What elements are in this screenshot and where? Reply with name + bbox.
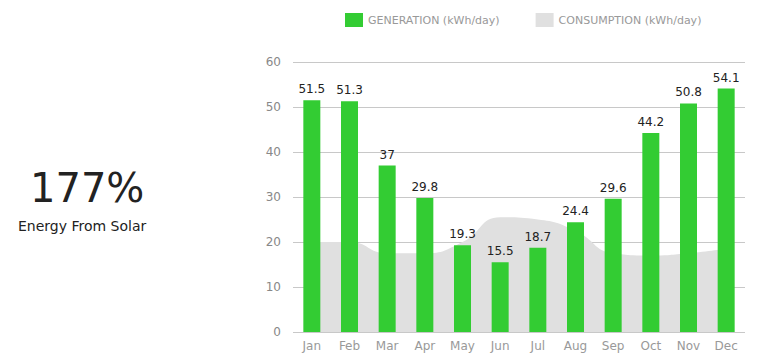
svg-text:Aug: Aug: [564, 339, 587, 353]
svg-text:10: 10: [266, 280, 281, 294]
svg-text:19.3: 19.3: [449, 227, 476, 241]
svg-text:Oct: Oct: [640, 339, 661, 353]
svg-text:50.8: 50.8: [675, 85, 702, 99]
svg-text:0: 0: [273, 325, 281, 339]
svg-text:37: 37: [380, 148, 395, 162]
svg-text:44.2: 44.2: [637, 115, 664, 129]
svg-text:24.4: 24.4: [562, 204, 589, 218]
svg-text:Apr: Apr: [414, 339, 435, 353]
svg-text:Jun: Jun: [490, 339, 510, 353]
svg-text:Sep: Sep: [602, 339, 625, 353]
svg-text:GENERATION (kWh/day): GENERATION (kWh/day): [368, 14, 500, 27]
svg-text:Mar: Mar: [376, 339, 399, 353]
svg-text:54.1: 54.1: [713, 71, 740, 85]
svg-text:29.8: 29.8: [411, 180, 438, 194]
svg-text:18.7: 18.7: [524, 230, 551, 244]
svg-text:30: 30: [266, 190, 281, 204]
svg-text:15.5: 15.5: [487, 244, 514, 258]
svg-text:Feb: Feb: [339, 339, 360, 353]
svg-text:51.3: 51.3: [336, 83, 363, 97]
svg-text:60: 60: [266, 55, 281, 69]
svg-text:May: May: [450, 339, 475, 353]
svg-text:29.6: 29.6: [600, 181, 627, 195]
svg-text:Energy From Solar: Energy From Solar: [18, 218, 147, 234]
svg-text:50: 50: [266, 100, 281, 114]
svg-text:177%: 177%: [30, 165, 144, 211]
svg-text:Nov: Nov: [677, 339, 700, 353]
svg-text:20: 20: [266, 235, 281, 249]
svg-text:40: 40: [266, 145, 281, 159]
svg-text:51.5: 51.5: [298, 82, 325, 96]
svg-text:CONSUMPTION (kWh/day): CONSUMPTION (kWh/day): [559, 14, 702, 27]
svg-text:Jul: Jul: [530, 339, 545, 353]
svg-text:Jan: Jan: [302, 339, 322, 353]
svg-text:Dec: Dec: [715, 339, 738, 353]
